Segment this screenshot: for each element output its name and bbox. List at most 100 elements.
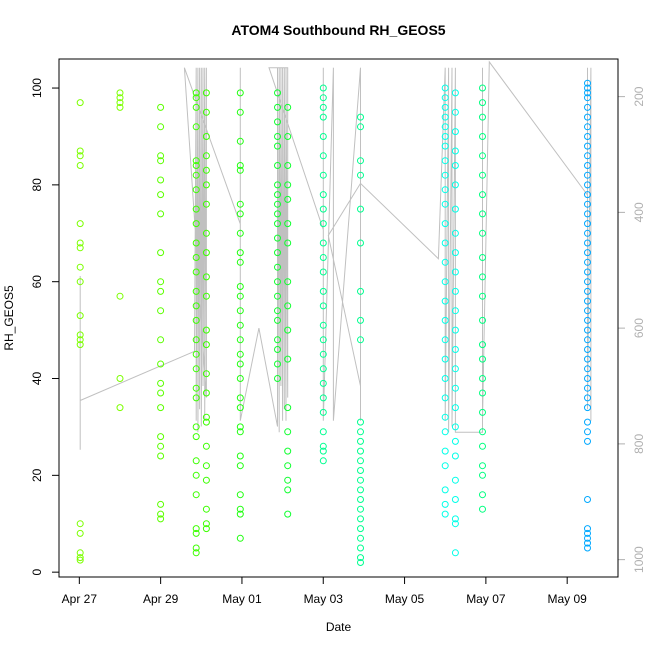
data-point <box>192 365 200 373</box>
data-point <box>192 544 200 552</box>
data-point <box>236 505 244 513</box>
data-point <box>451 520 459 528</box>
data-point <box>357 205 364 213</box>
data-point <box>319 133 327 140</box>
data-point <box>157 152 165 160</box>
data-point <box>584 200 591 208</box>
data-point <box>451 326 459 334</box>
data-point <box>274 89 281 97</box>
data-point <box>76 263 84 271</box>
data-point <box>584 418 591 426</box>
data-point <box>441 239 449 247</box>
series-8 <box>479 84 486 513</box>
data-point <box>357 515 364 523</box>
data-point <box>357 447 364 455</box>
data-point <box>157 157 165 165</box>
data-point <box>76 99 84 107</box>
data-point <box>274 191 281 199</box>
data-point <box>584 171 591 179</box>
y-tick-label: 0 <box>30 569 44 576</box>
data-point <box>584 297 591 305</box>
data-point <box>157 510 165 518</box>
data-point <box>451 496 459 503</box>
series-3 <box>192 89 210 557</box>
data-point <box>284 302 292 310</box>
data-point <box>441 486 449 494</box>
data-point <box>584 258 591 266</box>
data-point <box>192 254 200 261</box>
data-point <box>236 428 244 436</box>
data-point <box>202 520 210 528</box>
data-point <box>202 273 210 281</box>
data-point <box>192 471 200 479</box>
data-point <box>584 529 591 537</box>
data-point <box>451 404 459 412</box>
data-point <box>157 176 165 184</box>
data-point <box>202 200 210 208</box>
data-point <box>236 200 244 208</box>
data-point <box>202 249 210 257</box>
data-point <box>319 379 327 387</box>
data-point <box>584 79 591 87</box>
data-point <box>76 162 84 169</box>
data-point <box>76 556 84 564</box>
data-point <box>274 278 281 286</box>
data-point <box>441 278 449 286</box>
data-point <box>441 355 449 363</box>
y2-tick-label: 1000 <box>632 546 646 573</box>
data-point <box>284 462 292 470</box>
data-point <box>192 162 200 169</box>
data-point <box>274 210 281 218</box>
data-point <box>584 539 591 547</box>
data-point <box>76 147 84 155</box>
data-point <box>319 152 327 160</box>
data-point <box>319 394 327 402</box>
series-5 <box>274 89 292 518</box>
data-point <box>157 515 165 523</box>
data-point <box>76 278 84 286</box>
data-point <box>584 220 591 228</box>
data-point <box>357 239 364 247</box>
data-point <box>584 268 591 276</box>
data-point <box>284 510 292 518</box>
data-point <box>451 147 459 155</box>
data-point <box>479 210 486 218</box>
data-point <box>236 89 244 97</box>
data-point <box>451 181 459 189</box>
data-point <box>192 457 200 465</box>
data-point <box>319 191 327 199</box>
data-point <box>76 341 84 349</box>
data-point <box>274 307 281 315</box>
data-point <box>76 549 84 557</box>
data-point <box>357 554 364 562</box>
data-point <box>441 316 449 324</box>
data-point <box>441 157 449 165</box>
data-point <box>319 287 327 295</box>
data-point <box>584 123 591 131</box>
data-point <box>319 113 327 121</box>
data-point <box>479 316 486 324</box>
data-point <box>236 491 244 499</box>
data-point <box>319 220 327 228</box>
data-point <box>584 355 591 363</box>
data-point <box>319 205 327 213</box>
data-point <box>357 123 364 131</box>
data-point <box>76 336 84 344</box>
data-point <box>202 370 210 378</box>
data-point <box>451 89 459 97</box>
data-point <box>357 525 364 533</box>
data-point <box>202 292 210 300</box>
data-point <box>202 133 210 140</box>
data-point <box>202 181 210 189</box>
data-point <box>236 336 244 344</box>
data-point <box>584 278 591 286</box>
data-point <box>236 394 244 402</box>
data-point <box>441 103 449 111</box>
data-point <box>284 278 292 286</box>
data-point <box>479 471 486 479</box>
data-point <box>202 326 210 334</box>
x-tick-label: May 07 <box>466 592 506 606</box>
data-point <box>357 437 364 445</box>
data-point <box>479 505 486 513</box>
